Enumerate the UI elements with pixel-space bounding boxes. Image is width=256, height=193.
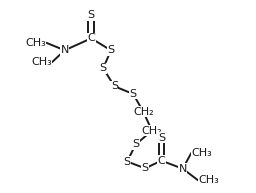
Text: C: C [87,33,95,43]
Text: C: C [157,156,165,166]
Text: S: S [130,89,137,99]
Text: S: S [158,133,165,143]
Text: CH₂: CH₂ [142,126,162,136]
Text: CH₂: CH₂ [133,107,154,117]
Text: N: N [60,45,69,55]
Text: S: S [111,81,118,91]
Text: CH₃: CH₃ [191,148,212,158]
Text: N: N [178,164,187,174]
Text: S: S [124,157,131,167]
Text: S: S [132,139,139,149]
Text: CH₃: CH₃ [31,57,52,67]
Text: S: S [100,63,107,73]
Text: CH₃: CH₃ [25,38,46,48]
Text: CH₃: CH₃ [198,175,219,185]
Text: S: S [142,163,149,173]
Text: S: S [107,45,114,55]
Text: S: S [88,10,95,20]
